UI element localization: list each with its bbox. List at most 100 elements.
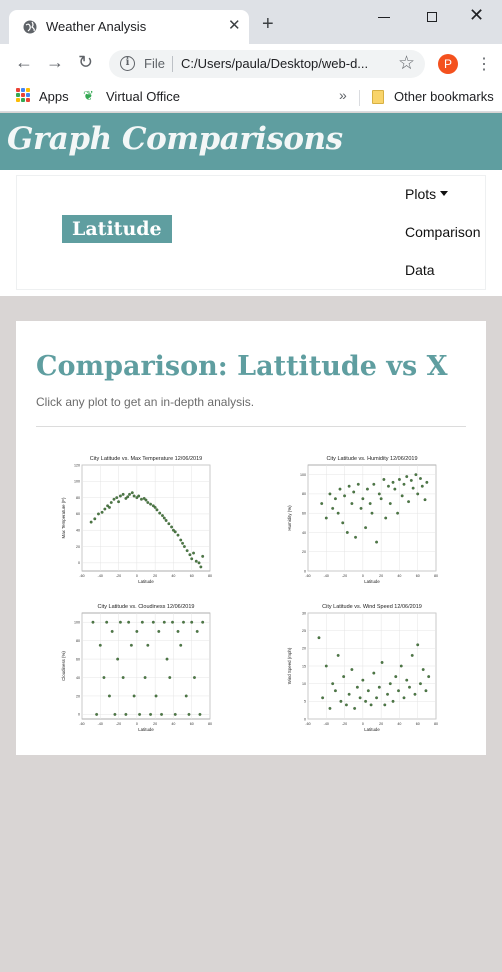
nav-item-data[interactable]: Data — [405, 262, 435, 278]
address-separator — [172, 56, 173, 72]
data-point — [425, 480, 429, 484]
data-point — [338, 487, 342, 491]
data-point — [164, 519, 168, 522]
info-icon[interactable]: i — [120, 56, 135, 71]
data-point — [375, 696, 378, 700]
data-point — [400, 494, 404, 498]
data-point — [410, 653, 414, 657]
caret-down-icon — [440, 190, 449, 196]
data-point — [117, 500, 120, 504]
plot-cloudiness[interactable]: City Latitude vs. Cloudiness 12/06/2019 -… — [58, 601, 218, 736]
y-tick-label: 40 — [76, 529, 80, 533]
data-point — [368, 502, 372, 505]
apps-grid-icon[interactable] — [16, 88, 30, 102]
data-point — [112, 497, 116, 501]
reload-icon[interactable]: ↻ — [78, 52, 94, 72]
y-tick-label: 80 — [76, 639, 80, 643]
navbar-brand[interactable]: Latitude — [62, 215, 172, 243]
plot-humidity[interactable]: City Latitude vs. Humidity 12/06/2019 -60… — [284, 453, 444, 588]
data-point — [135, 496, 139, 500]
back-arrow-icon[interactable]: ← — [15, 52, 33, 72]
minimize-window-icon[interactable] — [378, 17, 390, 18]
data-point — [146, 501, 150, 504]
x-tick-label: -40 — [98, 574, 103, 578]
navbar-strip: Latitude Plots Comparison Data — [0, 170, 502, 296]
new-tab-button[interactable]: + — [262, 13, 274, 35]
bookmarks-overflow-button[interactable]: » — [339, 87, 347, 103]
data-point — [130, 491, 134, 495]
data-point — [416, 492, 420, 496]
data-point — [411, 486, 415, 490]
data-point — [190, 620, 194, 624]
close-window-icon[interactable]: ✕ — [469, 5, 485, 25]
url-text[interactable]: C:/Users/paula/Desktop/web-d... — [181, 56, 369, 71]
data-point — [105, 620, 109, 624]
address-bar[interactable]: i File C:/Users/paula/Desktop/web-d... ☆ — [109, 50, 425, 78]
forward-arrow-icon[interactable]: → — [46, 52, 64, 72]
y-axis-label: Wind Speed (mph) — [287, 647, 292, 684]
plot-temperature-svg: City Latitude vs. Max Temperature 12/06/… — [61, 456, 212, 584]
data-point — [201, 620, 205, 624]
x-tick-label: 20 — [153, 574, 157, 578]
bookmark-star-icon[interactable]: ☆ — [398, 53, 416, 74]
data-point — [108, 505, 111, 509]
data-point — [157, 630, 161, 633]
x-axis-label: Latitude — [364, 727, 380, 732]
x-tick-label: 20 — [379, 722, 383, 726]
data-point — [176, 630, 180, 633]
chart-title: City Latitude vs. Humidity 12/06/2019 — [326, 456, 417, 462]
tab-close-icon[interactable]: ✕ — [228, 17, 241, 34]
bookmark-other[interactable]: Other bookmarks — [394, 89, 494, 104]
x-tick-label: 40 — [171, 574, 175, 578]
data-point — [394, 675, 398, 679]
bookmark-virtual-office[interactable]: Virtual Office — [106, 89, 180, 104]
data-point — [366, 487, 369, 491]
data-point — [369, 703, 373, 707]
y-axis-label: Cloudiness (%) — [61, 651, 66, 681]
nav-item-plots[interactable]: Plots — [405, 186, 449, 202]
nav-item-comparison[interactable]: Comparison — [405, 224, 481, 240]
data-point — [188, 553, 192, 557]
y-tick-label: 0 — [78, 561, 80, 565]
data-point — [106, 504, 110, 508]
y-tick-label: 100 — [74, 480, 80, 484]
profile-avatar[interactable]: P — [438, 54, 458, 74]
menu-kebab-icon[interactable]: ⋮ — [476, 56, 492, 73]
data-point — [402, 482, 406, 486]
y-tick-label: 25 — [302, 629, 306, 633]
data-point — [391, 699, 395, 703]
data-point — [328, 492, 332, 496]
x-tick-label: 80 — [208, 722, 212, 726]
browser-tab[interactable]: Weather Analysis ✕ — [9, 10, 249, 44]
data-point — [361, 497, 365, 501]
data-point — [407, 500, 410, 504]
data-point — [364, 526, 368, 530]
data-point — [421, 668, 425, 671]
url-scheme-label: File — [144, 56, 165, 71]
maximize-window-icon[interactable] — [427, 12, 437, 22]
data-point — [353, 706, 357, 710]
x-tick-label: 20 — [153, 722, 157, 726]
data-point — [129, 643, 133, 647]
x-tick-label: 60 — [416, 722, 420, 726]
bookmark-apps[interactable]: Apps — [39, 89, 69, 104]
y-tick-label: 20 — [76, 694, 80, 698]
data-point — [356, 482, 360, 486]
data-point — [162, 620, 166, 624]
data-point — [370, 511, 374, 515]
data-point — [151, 620, 155, 624]
data-point — [126, 495, 130, 499]
data-point — [135, 630, 139, 633]
plot-temperature[interactable]: City Latitude vs. Max Temperature 12/06/… — [58, 453, 218, 588]
data-point — [190, 557, 194, 561]
data-point — [420, 484, 424, 488]
data-point — [352, 490, 356, 494]
data-point — [331, 506, 335, 510]
data-point — [382, 478, 386, 481]
browser-tabstrip: Weather Analysis ✕ + ✕ — [0, 0, 502, 44]
x-tick-label: -60 — [79, 574, 84, 578]
data-point — [380, 661, 384, 664]
plot-wind-speed[interactable]: City Latitude vs. Wind Speed 12/06/2019 -… — [284, 601, 444, 736]
data-point — [342, 675, 346, 679]
x-tick-label: 80 — [208, 574, 212, 578]
